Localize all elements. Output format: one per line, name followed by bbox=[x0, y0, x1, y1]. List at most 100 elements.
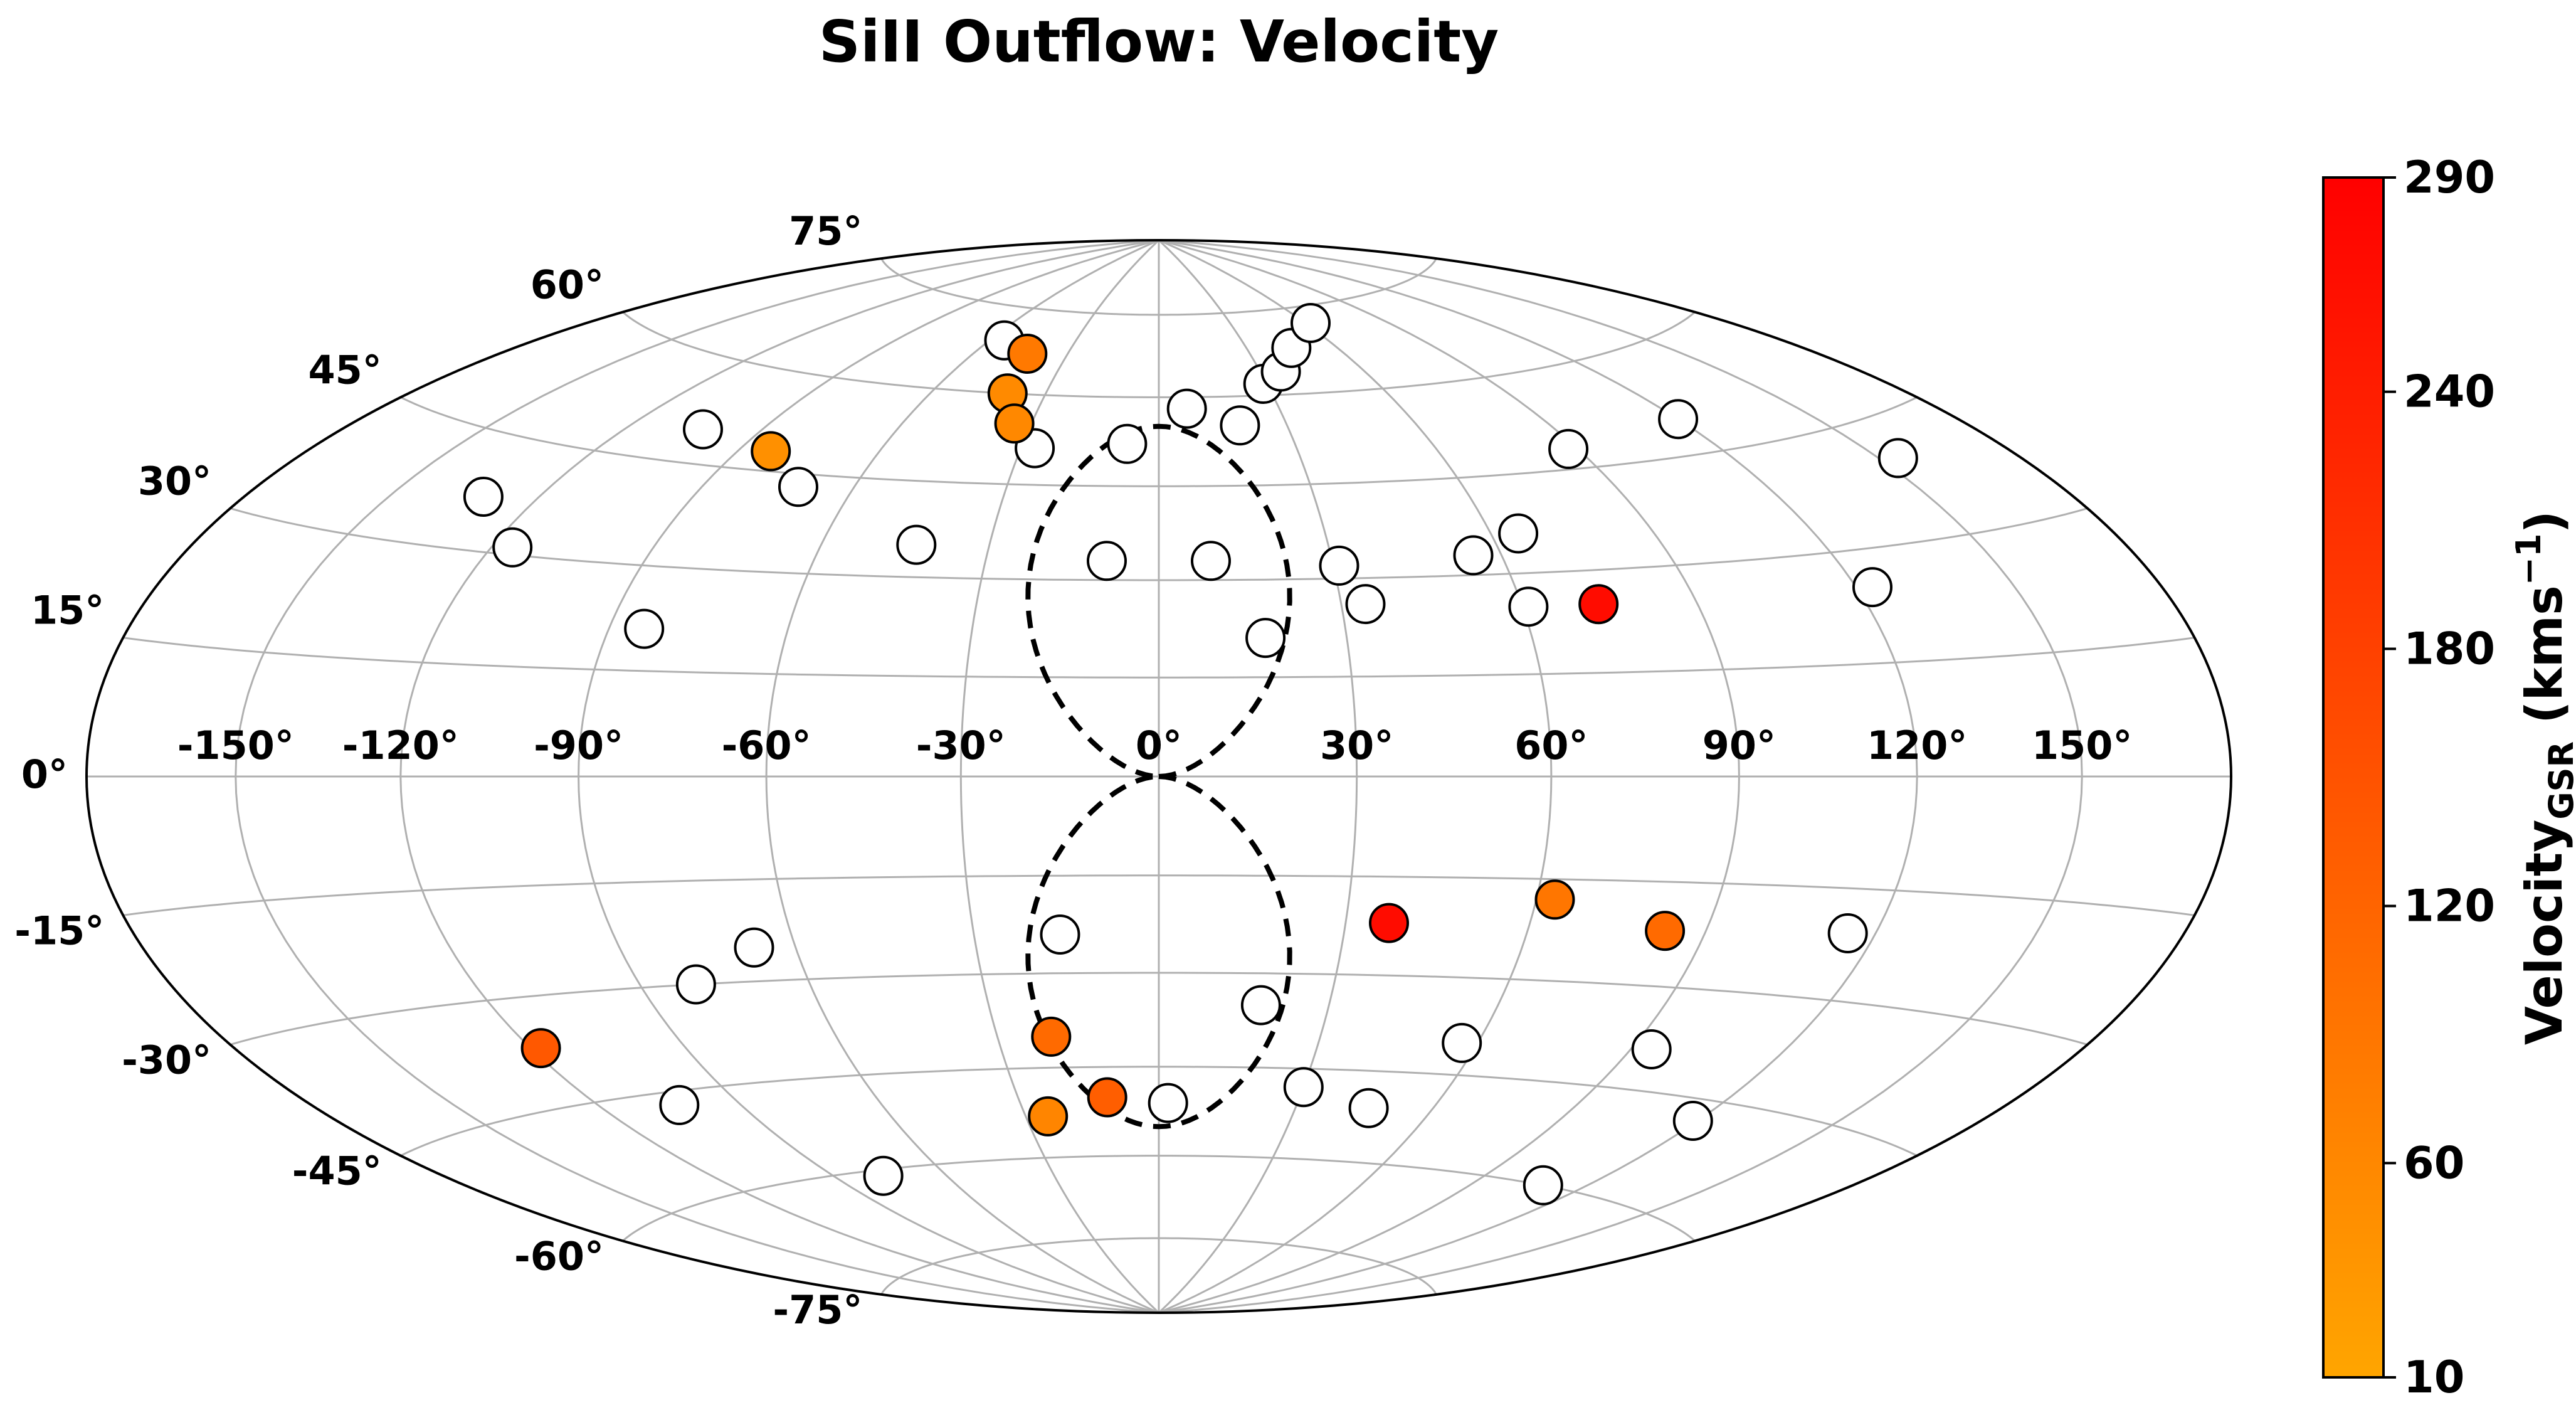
colorbar-label-sup: −1 bbox=[2509, 533, 2548, 585]
bubble-lobe bbox=[1025, 773, 1292, 1130]
colorbar: 10 60 120 180 240 290 VelocityGSR (kms−1) bbox=[2322, 152, 2576, 1403]
parallel-line bbox=[400, 396, 1918, 487]
non-detection-marker bbox=[1040, 914, 1080, 955]
non-detection-marker bbox=[1148, 1083, 1188, 1123]
non-detection-marker bbox=[1283, 1067, 1324, 1108]
non-detection-marker bbox=[1498, 513, 1539, 554]
non-detection-marker bbox=[734, 927, 774, 968]
parallel-line bbox=[123, 874, 2195, 916]
non-detection-marker bbox=[1453, 535, 1494, 576]
non-detection-marker bbox=[1245, 618, 1286, 659]
colorbar-tick-label: 10 bbox=[2404, 1352, 2464, 1403]
detection-marker bbox=[1578, 584, 1619, 625]
non-detection-marker bbox=[896, 524, 937, 565]
colorbar-tick-label: 180 bbox=[2404, 623, 2495, 675]
colorbar-tick-label: 240 bbox=[2404, 366, 2495, 418]
detection-marker bbox=[1028, 1096, 1069, 1137]
bubble-outline bbox=[1025, 423, 1292, 1130]
non-detection-marker bbox=[1508, 586, 1549, 627]
colorbar-tick-label: 120 bbox=[2404, 880, 2495, 931]
non-detection-marker bbox=[1631, 1029, 1672, 1069]
lon-tick-label: -90° bbox=[534, 723, 623, 768]
non-detection-marker bbox=[1523, 1165, 1563, 1205]
non-detection-marker bbox=[1877, 438, 1918, 479]
parallel-line bbox=[230, 972, 2088, 1046]
parallel-line bbox=[622, 311, 1696, 398]
lat-tick-label: 75° bbox=[789, 208, 862, 254]
non-detection-marker bbox=[1548, 428, 1589, 469]
non-detection-marker bbox=[1291, 303, 1331, 343]
non-detection-marker bbox=[675, 964, 716, 1005]
colorbar-tick-label: 60 bbox=[2404, 1137, 2464, 1189]
lat-tick-label: -45° bbox=[292, 1148, 382, 1194]
lat-tick-label: 15° bbox=[31, 588, 104, 633]
non-detection-marker bbox=[1672, 1101, 1713, 1141]
lat-tick-label: -15° bbox=[14, 908, 104, 953]
detection-marker bbox=[1031, 1016, 1072, 1057]
sky-boundary bbox=[85, 239, 2232, 1314]
colorbar-ticks: 10 60 120 180 240 290 bbox=[2383, 152, 2495, 1403]
non-detection-marker bbox=[1658, 399, 1699, 440]
detection-marker bbox=[520, 1028, 561, 1069]
lat-tick-label: 60° bbox=[531, 262, 604, 308]
lon-tick-label: 120° bbox=[1867, 723, 1967, 768]
colorbar-label-units: (kms bbox=[2515, 585, 2573, 741]
lon-tick-label: -150° bbox=[177, 723, 294, 768]
data-points bbox=[463, 303, 1918, 1205]
non-detection-marker bbox=[492, 527, 533, 568]
lon-tick-label: 0° bbox=[1136, 723, 1182, 768]
non-detection-marker bbox=[1348, 1088, 1389, 1128]
lon-tick-label: 90° bbox=[1702, 723, 1776, 768]
colorbar-label-close: ) bbox=[2515, 511, 2573, 534]
detection-marker bbox=[1369, 903, 1409, 943]
lat-tick-label: 30° bbox=[138, 458, 211, 504]
parallel-line bbox=[880, 1237, 1437, 1295]
non-detection-marker bbox=[463, 477, 504, 517]
non-detection-marker bbox=[1220, 405, 1260, 446]
parallel-line bbox=[123, 637, 2195, 679]
lat-tick-label: -75° bbox=[773, 1287, 862, 1333]
non-detection-marker bbox=[1191, 541, 1231, 581]
non-detection-marker bbox=[1442, 1022, 1482, 1063]
colorbar-label: VelocityGSR (kms−1) bbox=[2509, 511, 2576, 1045]
detection-marker bbox=[751, 431, 791, 472]
non-detection-marker bbox=[1319, 545, 1359, 586]
lon-tick-label: 150° bbox=[2032, 723, 2132, 768]
lon-tick-label: -60° bbox=[722, 723, 811, 768]
non-detection-marker bbox=[624, 608, 665, 649]
non-detection-marker bbox=[1166, 388, 1207, 429]
non-detection-marker bbox=[1852, 567, 1892, 608]
lat-tick-label: 0° bbox=[21, 751, 68, 797]
non-detection-marker bbox=[659, 1084, 700, 1125]
detection-marker bbox=[1087, 1077, 1127, 1118]
axis-tick-labels: -150° -120° -90° -60° -30° 0° 30° 60° 90° 120° 150… bbox=[14, 208, 2132, 1333]
colorbar-label-main: Velocity bbox=[2515, 820, 2573, 1045]
detection-marker bbox=[994, 403, 1035, 444]
non-detection-marker bbox=[683, 409, 723, 450]
lon-tick-label: -30° bbox=[916, 723, 1006, 768]
detection-marker bbox=[1534, 879, 1575, 920]
chart-title: SiII Outflow: Velocity bbox=[819, 8, 1499, 75]
bubble-lobe bbox=[1025, 423, 1292, 780]
lon-tick-label: 30° bbox=[1320, 723, 1393, 768]
parallel-line bbox=[230, 507, 2088, 581]
non-detection-marker bbox=[1087, 541, 1127, 581]
non-detection-marker bbox=[863, 1155, 904, 1196]
lon-tick-label: -120° bbox=[342, 723, 459, 768]
non-detection-marker bbox=[778, 467, 818, 507]
non-detection-marker bbox=[1345, 584, 1386, 625]
lat-tick-label: 45° bbox=[309, 347, 382, 393]
colorbar-gradient bbox=[2322, 176, 2385, 1379]
non-detection-marker bbox=[1107, 423, 1148, 464]
parallel-line bbox=[400, 1066, 1918, 1157]
non-detection-marker bbox=[1240, 985, 1281, 1025]
colorbar-tick-label: 290 bbox=[2404, 152, 2495, 203]
parallel-line bbox=[880, 258, 1437, 316]
detection-marker bbox=[1645, 911, 1686, 951]
non-detection-marker bbox=[1827, 913, 1868, 953]
lat-tick-label: -60° bbox=[514, 1234, 604, 1280]
colorbar-label-sub: GSR bbox=[2542, 741, 2576, 820]
lon-tick-label: 60° bbox=[1514, 723, 1588, 768]
